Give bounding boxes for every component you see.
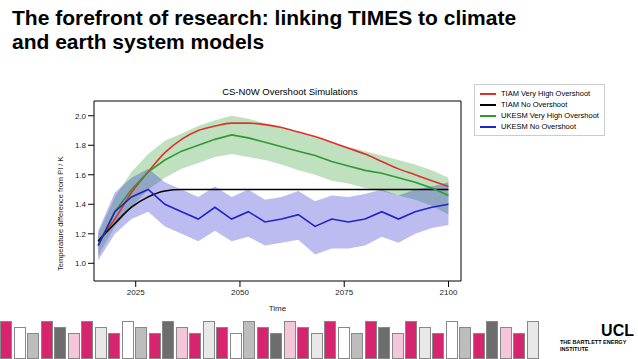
svg-text:1.0: 1.0	[75, 259, 87, 268]
html-text:TIAM Very High Overshoot: TIAM Very High Overshoot	[501, 89, 591, 98]
html-text:THE BARTLETT ENERGY INSTITUTE: THE BARTLETT ENERGY INSTITUTE	[560, 339, 627, 352]
svg-text:Time: Time	[269, 304, 287, 313]
svg-text:2.0: 2.0	[75, 112, 87, 121]
svg-text:1.4: 1.4	[75, 200, 87, 209]
html-text:UKESM No Overshoot: UKESM No Overshoot	[501, 122, 576, 131]
svg-text:2100: 2100	[440, 288, 458, 297]
svg-text:1.2: 1.2	[75, 230, 87, 239]
svg-text:2075: 2075	[335, 288, 353, 297]
html-text:The forefront of research: lin: The forefront of research: linking TIMES…	[12, 6, 517, 53]
html-text:UCL: UCL	[601, 322, 634, 339]
html-text:UKESM Very High Overshoot: UKESM Very High Overshoot	[501, 111, 599, 120]
svg-text:1.6: 1.6	[75, 171, 87, 180]
svg-text:2025: 2025	[127, 288, 145, 297]
svg-text:2050: 2050	[231, 288, 249, 297]
svg-text:1.8: 1.8	[75, 141, 87, 150]
svg-text:Temperature difference from PI: Temperature difference from PI / K	[56, 157, 65, 272]
html-text:TIAM No Overshoot: TIAM No Overshoot	[501, 100, 568, 109]
html-text:CS-N0W Overshoot Simulations: CS-N0W Overshoot Simulations	[222, 86, 358, 97]
